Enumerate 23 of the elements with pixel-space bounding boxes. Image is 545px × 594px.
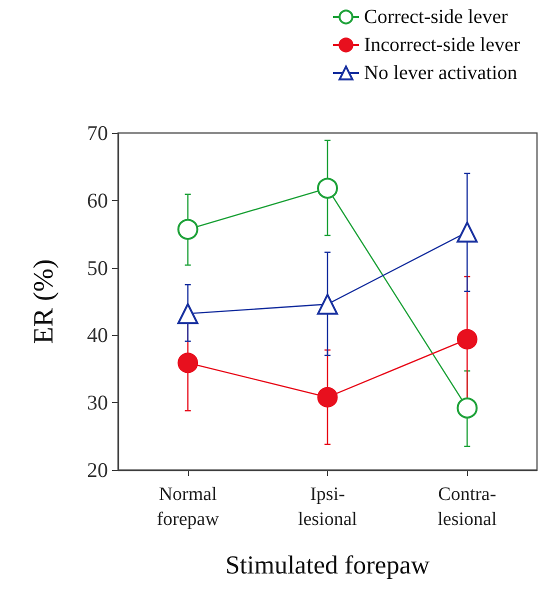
point bbox=[177, 218, 198, 240]
point bbox=[317, 178, 338, 199]
x-tick-label: Normal forepaw bbox=[156, 484, 220, 530]
point bbox=[456, 222, 478, 243]
y-axis-title: ER (%) bbox=[28, 259, 60, 344]
y-tick-label: 40 bbox=[87, 323, 108, 348]
y-tick-label: 60 bbox=[87, 188, 108, 212]
y-tick-label: 30 bbox=[87, 390, 108, 415]
point bbox=[317, 294, 338, 315]
point bbox=[178, 352, 198, 374]
legend-label: Incorrect-side lever bbox=[364, 34, 520, 56]
x-tick-label: Ipsi- lesional bbox=[298, 484, 358, 530]
legend-label: No lever activation bbox=[364, 62, 518, 84]
point bbox=[177, 303, 198, 324]
y-tick-label: 50 bbox=[87, 256, 108, 280]
point bbox=[317, 386, 338, 408]
y-tick-label: 20 bbox=[87, 458, 108, 482]
legend-label: Correct-side lever bbox=[364, 6, 508, 28]
point bbox=[456, 397, 478, 418]
point bbox=[456, 329, 478, 350]
y-tick-label: 70 bbox=[87, 121, 108, 145]
x-tick-label: Contra- lesional bbox=[438, 484, 497, 530]
x-axis-title: Stimulated forepaw bbox=[225, 550, 430, 580]
